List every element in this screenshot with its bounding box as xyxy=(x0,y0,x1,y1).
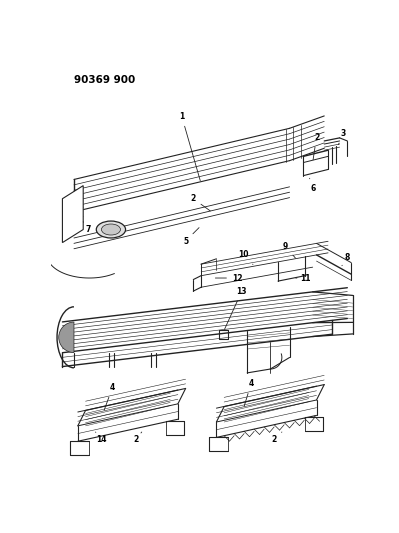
Text: 3: 3 xyxy=(338,129,346,144)
Text: 2: 2 xyxy=(133,432,142,444)
Text: 11: 11 xyxy=(296,273,310,282)
Text: 1: 1 xyxy=(179,112,200,181)
Text: 12: 12 xyxy=(215,273,243,282)
Text: 6: 6 xyxy=(310,178,315,193)
Text: 2: 2 xyxy=(191,194,210,211)
Text: 90369 900: 90369 900 xyxy=(74,75,135,85)
Ellipse shape xyxy=(96,221,126,238)
Text: 7: 7 xyxy=(83,222,91,234)
Text: 4: 4 xyxy=(104,383,115,410)
Wedge shape xyxy=(59,322,74,352)
Polygon shape xyxy=(62,185,83,243)
Ellipse shape xyxy=(101,224,120,235)
Text: 4: 4 xyxy=(244,379,254,406)
Text: 10: 10 xyxy=(238,251,253,264)
Text: 2: 2 xyxy=(313,133,319,160)
Text: 5: 5 xyxy=(183,228,199,246)
Text: 13: 13 xyxy=(225,287,247,329)
Text: 9: 9 xyxy=(283,242,296,258)
Text: 14: 14 xyxy=(95,432,106,444)
Text: 2: 2 xyxy=(272,432,282,444)
Text: 8: 8 xyxy=(342,254,350,265)
